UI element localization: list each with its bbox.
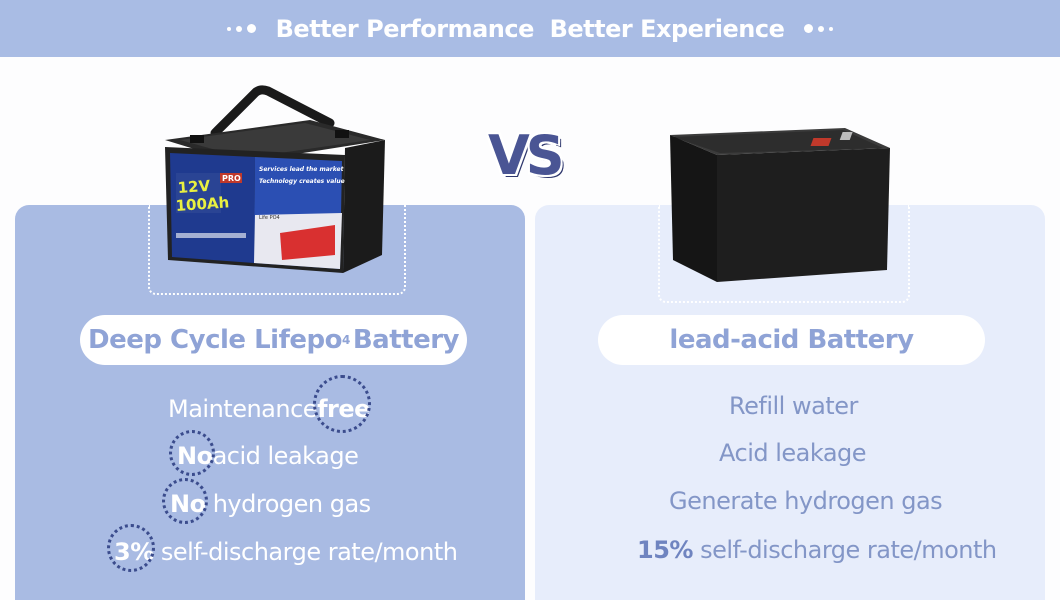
feature-text: acid leakage: [212, 442, 359, 470]
decorative-dots-left: [226, 24, 256, 33]
lead-acid-image-frame: [658, 205, 910, 303]
lifepo4-label-text: Deep Cycle Lifepo: [88, 325, 342, 355]
lifepo4-label-sub: 4: [341, 333, 350, 347]
lifepo4-feature-3: No hydrogen gas: [162, 478, 371, 524]
feature-highlight: No: [169, 430, 215, 476]
top-banner: Better Performance Better Experience: [0, 0, 1060, 57]
highlight-circle: [169, 430, 215, 476]
feature-text: self-discharge rate/month: [153, 538, 458, 566]
lead-acid-label-text: lead-acid Battery: [669, 325, 914, 355]
lead-acid-feature-3: Generate hydrogen gas: [669, 487, 943, 515]
feature-highlight: 3%: [107, 524, 155, 572]
highlight-circle: [162, 478, 208, 524]
battery-chem-text: Life PO4: [259, 215, 280, 221]
lifepo4-battery-image: 12V 100Ah PRO Services lead the market T…: [165, 85, 385, 273]
vs-text: VS: [488, 124, 565, 187]
lead-acid-feature-4: 15% self-discharge rate/month: [637, 536, 997, 564]
lead-acid-feature-2: Acid leakage: [719, 439, 867, 467]
banner-title: Better Performance Better Experience: [275, 14, 785, 43]
battery-slogan-1: Services lead the market: [259, 166, 345, 173]
lifepo4-feature-1: Maintenance free: [168, 375, 372, 433]
lead-acid-label: lead-acid Battery: [598, 315, 985, 365]
feature-text: self-discharge rate/month: [692, 536, 997, 564]
lifepo4-panel: [15, 205, 525, 600]
lead-acid-battery-image: [670, 128, 890, 282]
lifepo4-label: Deep Cycle Lifepo 4 Battery: [80, 315, 467, 365]
highlight-circle: [107, 524, 155, 572]
lifepo4-label-suffix: Battery: [352, 325, 460, 355]
feature-text: Maintenance: [168, 395, 318, 423]
feature-highlight: No: [162, 478, 208, 524]
lifepo4-image-frame: [148, 205, 406, 295]
lifepo4-feature-2: Noacid leakage: [169, 430, 359, 476]
highlight-text: 15%: [637, 536, 693, 564]
battery-badge-text: PRO: [222, 174, 241, 183]
highlight-circle: [313, 375, 372, 433]
lifepo4-feature-4: 3% self-discharge rate/month: [107, 524, 458, 572]
battery-slogan-2: Technology creates value: [259, 178, 345, 185]
lead-acid-feature-1: Refill water: [729, 392, 858, 420]
feature-highlight: free: [313, 375, 372, 433]
decorative-dots-right: [804, 24, 834, 33]
battery-capacity-text: 100Ah: [175, 193, 230, 215]
battery-voltage-text: 12V: [177, 177, 211, 197]
feature-text: hydrogen gas: [212, 490, 371, 518]
